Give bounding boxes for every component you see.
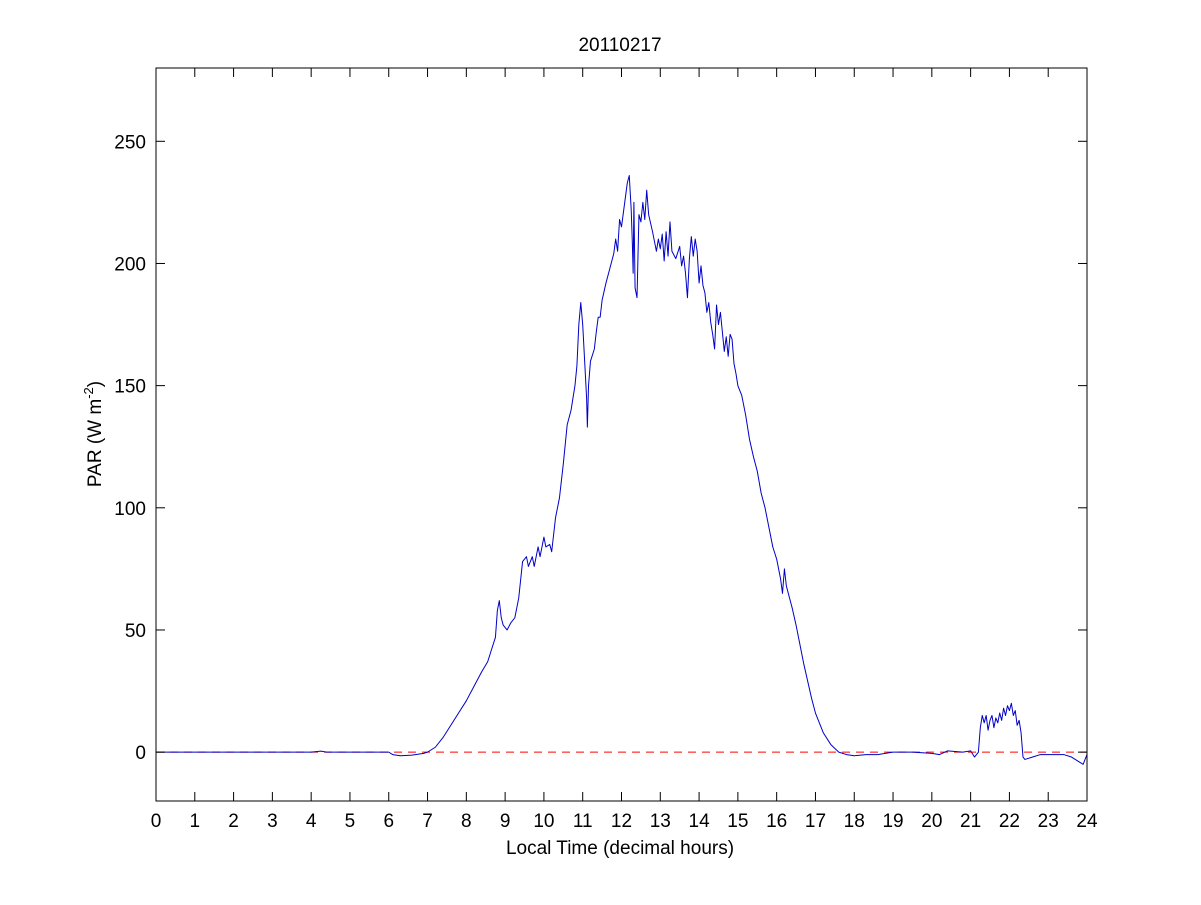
x-tick-label: 13: [650, 811, 671, 832]
x-tick-label: 0: [151, 811, 162, 832]
x-axis-label: Local Time (decimal hours): [506, 838, 734, 859]
x-tick-label: 21: [960, 811, 981, 832]
x-tick-label: 22: [999, 811, 1020, 832]
y-axis-label-superscript: -2: [81, 387, 96, 399]
x-tick-label: 17: [805, 811, 826, 832]
x-tick-label: 14: [689, 811, 711, 832]
x-tick-label: 2: [228, 811, 239, 832]
chart-title: 20110217: [578, 35, 661, 56]
x-tick-label: 7: [422, 811, 433, 832]
x-tick-label: 19: [882, 811, 903, 832]
x-tick-label: 3: [267, 811, 278, 832]
y-axis-label-main: PAR (W m: [85, 399, 106, 487]
y-axis-label: PAR (W m-2): [81, 381, 106, 487]
x-tick-label: 10: [533, 811, 554, 832]
y-tick-label: 200: [114, 254, 146, 275]
x-tick-label: 1: [190, 811, 201, 832]
y-tick-label: 150: [114, 377, 146, 398]
x-tick-label: 18: [844, 811, 865, 832]
y-axis-label-close: ): [85, 381, 106, 387]
x-tick-label: 20: [921, 811, 942, 832]
x-tick-label: 4: [306, 811, 317, 832]
x-tick-label: 12: [611, 811, 632, 832]
par-series-line-0: [156, 175, 1088, 765]
x-tick-label: 24: [1076, 811, 1098, 832]
y-tick-label: 100: [114, 499, 146, 520]
axis-ticks: 0 1 2 3 4 5 6 7 8 9 10 11 12 13 14 15 16 17 18 19 20 21 22 23 24…: [114, 68, 1098, 832]
x-tick-label: 8: [461, 811, 472, 832]
x-tick-label: 16: [766, 811, 787, 832]
x-tick-label: 11: [573, 811, 593, 832]
x-tick-label: 9: [500, 811, 511, 832]
x-tick-label: 15: [727, 811, 748, 832]
x-tick-label: 6: [383, 811, 394, 832]
x-tick-label: 23: [1038, 811, 1059, 832]
y-tick-label: 250: [114, 132, 146, 153]
x-tick-label: 5: [345, 811, 356, 832]
y-tick-label: 0: [135, 743, 146, 764]
y-tick-label: 50: [125, 621, 146, 642]
